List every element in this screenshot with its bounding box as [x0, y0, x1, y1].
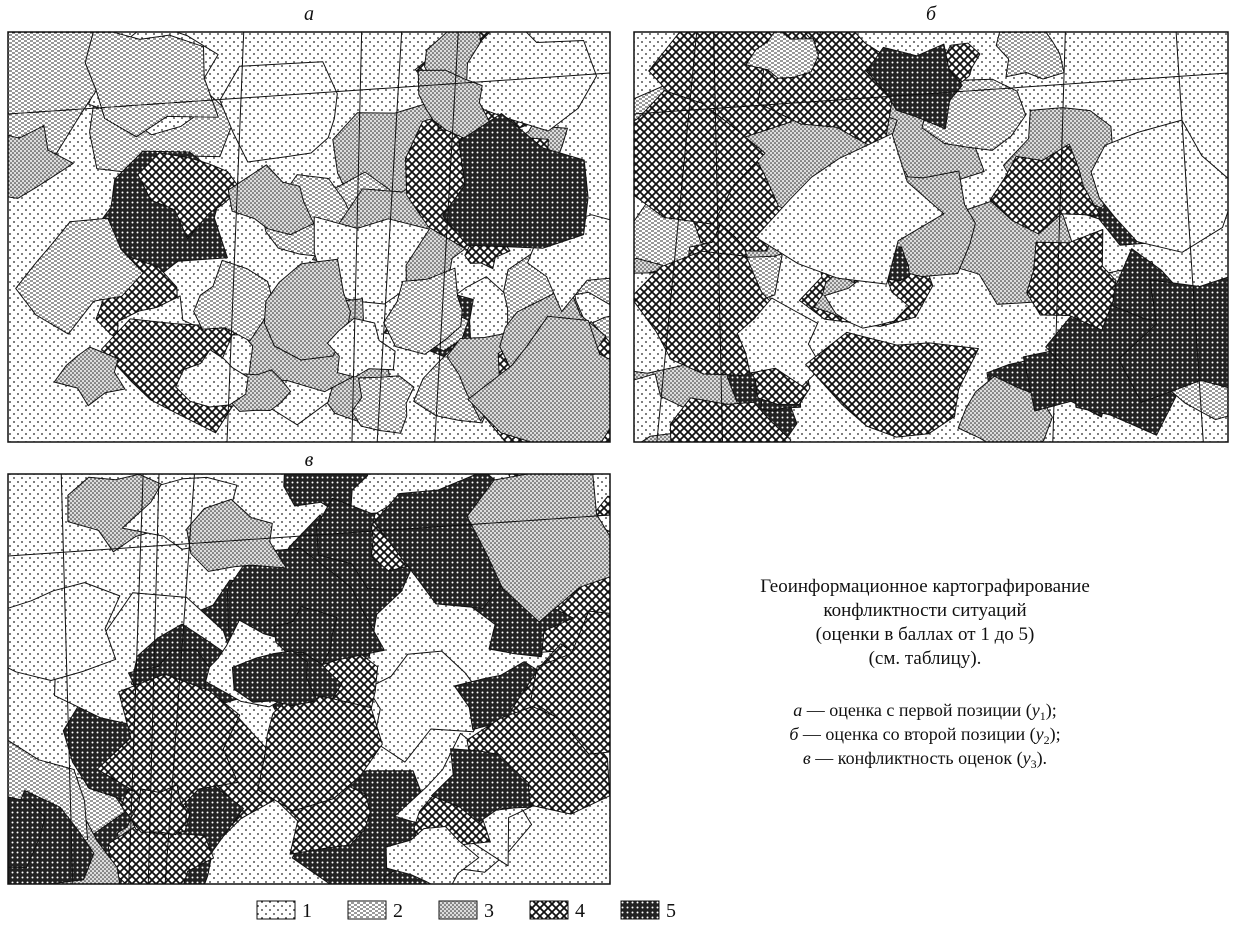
caption: Геоинформационное картографирование конф… — [760, 576, 1090, 669]
map-region — [1027, 230, 1116, 331]
legend-swatch — [257, 901, 295, 919]
note-close: ); — [1050, 724, 1061, 745]
maps — [0, 0, 1235, 928]
note: б — оценка со второй позиции (y2); — [789, 724, 1060, 747]
note-text: — оценка со второй позиции ( — [798, 724, 1035, 745]
note-letter: а — [793, 700, 802, 720]
legend-swatch — [348, 901, 386, 919]
note-var: y — [1034, 724, 1044, 744]
map — [0, 0, 670, 468]
legend-swatch — [621, 901, 659, 919]
note: а — оценка с первой позиции (y1); — [793, 700, 1057, 723]
note-close: ); — [1046, 700, 1057, 721]
note-letter: в — [803, 748, 811, 768]
panel-label: в — [305, 449, 314, 471]
legend-label: 1 — [302, 900, 312, 922]
caption-line: Геоинформационное картографирование — [760, 576, 1090, 597]
note-var: y — [1021, 748, 1031, 768]
figure: а б в Геоинформационное картографировани… — [0, 0, 1235, 930]
legend: 1 2 3 4 5 — [257, 900, 676, 922]
notes: а — оценка с первой позиции (y1);б — оце… — [789, 700, 1060, 771]
legend-label: 3 — [484, 900, 494, 922]
legend-swatch — [439, 901, 477, 919]
note-text: — конфликтность оценок ( — [811, 748, 1023, 769]
note-close: ). — [1037, 748, 1048, 769]
note-var: y — [1030, 700, 1040, 720]
panel-label: б — [926, 3, 937, 25]
legend-label: 4 — [575, 900, 585, 922]
legend-label: 5 — [666, 900, 676, 922]
map — [571, 4, 1235, 501]
caption-line: конфликтности ситуаций — [823, 600, 1026, 621]
legend-swatch — [530, 901, 568, 919]
caption-line: (см. таблицу). — [869, 648, 982, 669]
legend-label: 2 — [393, 900, 403, 922]
note: в — конфликтность оценок (y3). — [803, 748, 1047, 771]
panel-label: а — [304, 3, 314, 25]
note-text: — оценка с первой позиции ( — [802, 700, 1032, 721]
map — [0, 431, 673, 927]
caption-line: (оценки в баллах от 1 до 5) — [816, 624, 1035, 645]
